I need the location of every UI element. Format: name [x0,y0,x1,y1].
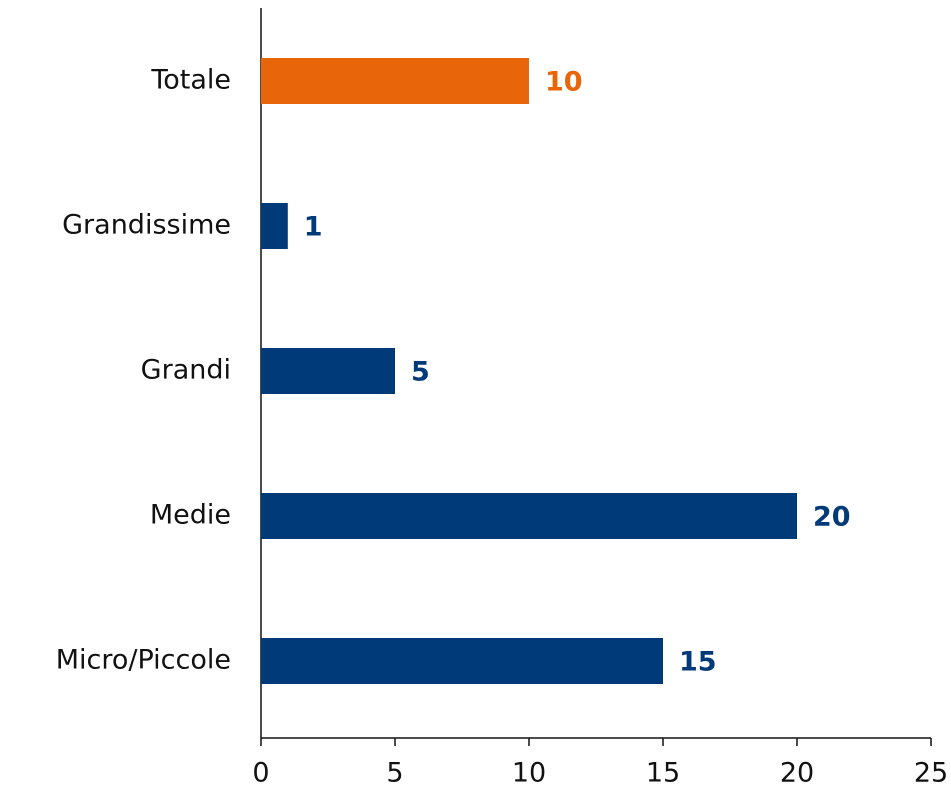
bar [261,638,663,684]
x-tick-label: 20 [780,758,814,789]
bar [261,493,797,539]
x-tick-label: 5 [386,758,403,789]
value-label: 5 [411,357,430,388]
x-tick-label: 10 [512,758,546,789]
bar [261,58,529,104]
value-label: 20 [813,502,851,533]
value-label: 10 [545,67,583,98]
y-tick-label: Grandi [141,355,231,386]
bar [261,203,288,249]
x-tick-label: 15 [646,758,680,789]
y-tick-label: Micro/Piccole [56,645,231,676]
x-tick-label: 25 [914,758,948,789]
y-tick-label: Medie [150,500,231,531]
x-tick-label: 0 [252,758,269,789]
value-label: 1 [304,212,323,243]
bar [261,348,395,394]
y-tick-label: Grandissime [62,210,231,241]
y-tick-label: Totale [150,65,231,96]
value-label: 15 [679,647,717,678]
